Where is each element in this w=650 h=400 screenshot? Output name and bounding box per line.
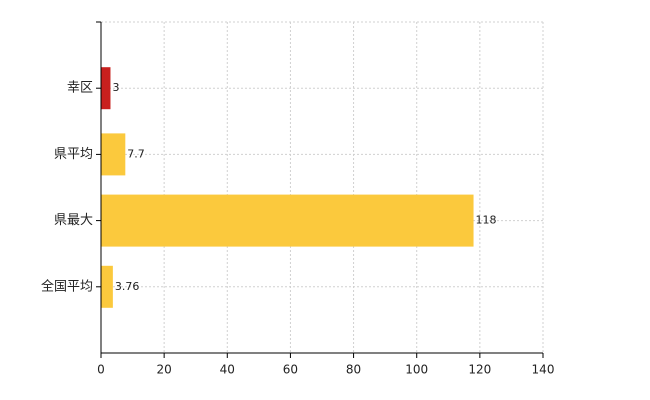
data-label: 3 [112,81,119,94]
x-tick-label: 20 [157,363,172,377]
y-tick-label: 全国平均 [41,278,93,294]
x-tick-label: 120 [468,363,491,377]
x-tick-label: 140 [532,363,555,377]
x-tick-label: 60 [283,363,298,377]
x-tick-label: 100 [405,363,428,377]
y-tick-label: 幸区 [67,81,93,96]
y-tick-label: 県平均 [54,147,93,162]
bar [101,265,113,308]
bar [101,133,126,176]
bar [101,194,474,247]
y-tick-label: 県最大 [54,213,93,228]
bar [101,67,111,110]
data-label: 3.76 [115,280,139,293]
x-tick-label: 80 [346,363,361,377]
x-tick-label: 40 [220,363,235,377]
data-label: 7.7 [127,147,145,160]
x-tick-label: 0 [97,363,105,377]
data-label: 118 [476,214,497,227]
